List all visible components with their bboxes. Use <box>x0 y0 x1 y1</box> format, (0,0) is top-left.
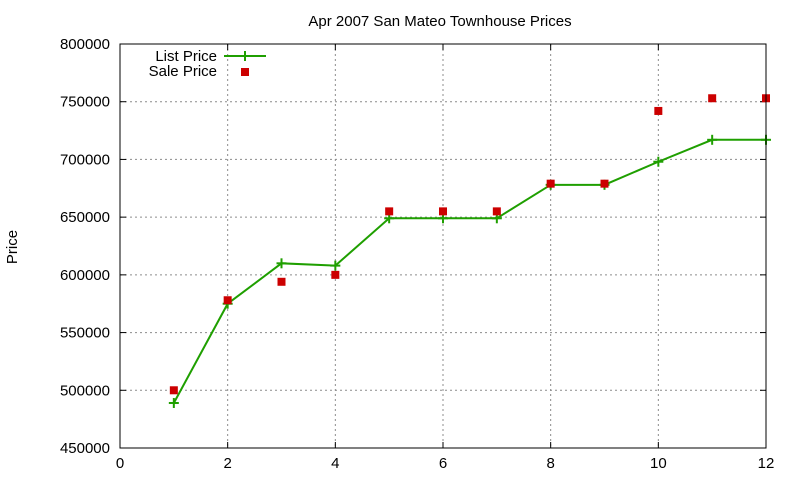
sale-price-point <box>492 207 501 216</box>
y-tick-label: 500000 <box>60 382 110 399</box>
sale-price-point <box>169 386 178 395</box>
list-price-point <box>168 397 179 408</box>
list-price-point <box>653 156 664 167</box>
sale-price-point <box>331 270 340 279</box>
grid <box>120 44 766 448</box>
y-tick-label: 450000 <box>60 440 110 457</box>
x-tick-label: 0 <box>116 455 124 472</box>
chart-title: Apr 2007 San Mateo Townhouse Prices <box>308 13 571 30</box>
legend-swatch-sale-price <box>241 68 249 76</box>
sale-price-point <box>277 277 286 286</box>
sale-price-point <box>385 207 394 216</box>
legend-label-sale-price: Sale Price <box>149 63 217 80</box>
legend-marker-list-price <box>240 51 250 61</box>
y-tick-label: 750000 <box>60 94 110 111</box>
sale-price-point <box>439 207 447 216</box>
plot-frame <box>119 43 767 449</box>
y-tick-label: 800000 <box>60 36 110 53</box>
sale-price-point <box>708 94 717 103</box>
y-tick-label: 700000 <box>60 151 110 168</box>
y-tick-label: 600000 <box>60 267 110 284</box>
x-tick-label: 2 <box>223 455 231 472</box>
list-price-line <box>172 138 766 404</box>
x-tick-label: 6 <box>439 455 447 472</box>
sale-price-point <box>600 179 609 188</box>
x-tick-label: 12 <box>758 455 775 472</box>
x-tick-label: 8 <box>546 455 554 472</box>
sale-price-point <box>546 179 555 188</box>
sale-price-point <box>654 106 663 115</box>
list-price-point <box>276 258 287 269</box>
x-tick-label: 10 <box>650 455 667 472</box>
axis-ticks: 450000 500000 550000 600000 650000 700000 7500… <box>60 36 774 472</box>
series-layer <box>168 94 771 408</box>
list-price-point <box>330 260 341 271</box>
list-price-point <box>707 134 718 145</box>
y-tick-label: 650000 <box>60 209 110 226</box>
y-tick-label: 550000 <box>60 325 110 342</box>
sale-price-point <box>223 296 232 305</box>
y-axis-label: Price <box>4 230 21 264</box>
x-tick-label: 4 <box>331 455 339 472</box>
legend-label-list-price: List Price <box>155 48 217 65</box>
legend: List Price Sale Price <box>149 48 266 80</box>
